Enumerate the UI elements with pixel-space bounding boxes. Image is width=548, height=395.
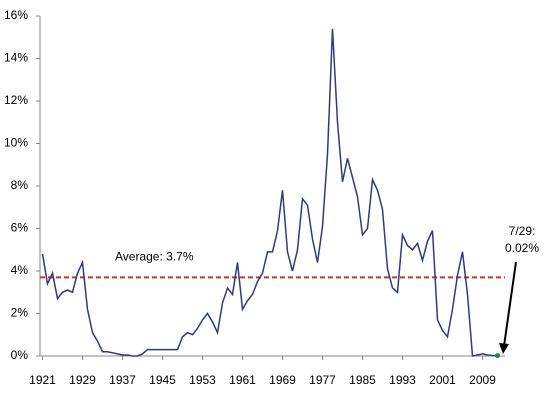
y-tick-label: 14% xyxy=(4,51,28,65)
x-tick-label: 1929 xyxy=(69,373,96,387)
series-line xyxy=(41,28,498,357)
x-tick-label: 1945 xyxy=(149,373,176,387)
x-tick-label: 1953 xyxy=(189,373,216,387)
y-tick-label: 16% xyxy=(4,8,28,22)
y-tick-label: 10% xyxy=(4,136,28,150)
x-tick-label: 1969 xyxy=(269,373,296,387)
y-tick-label: 2% xyxy=(11,306,29,320)
y-tick-label: 8% xyxy=(11,178,29,192)
x-tick-label: 1961 xyxy=(229,373,256,387)
x-tick-label: 2001 xyxy=(429,373,456,387)
x-tick-label: 2009 xyxy=(469,373,496,387)
x-tick-label: 1993 xyxy=(389,373,416,387)
latest-point xyxy=(495,353,500,359)
annotation: 7/29: xyxy=(509,224,536,238)
y-tick-label: 0% xyxy=(11,348,29,362)
y-tick-label: 4% xyxy=(11,263,29,277)
x-tick-label: 1985 xyxy=(349,373,376,387)
x-tick-label: 1977 xyxy=(309,373,336,387)
arrow-head xyxy=(499,343,509,354)
annotation: 0.02% xyxy=(505,241,539,255)
annotation-arrow xyxy=(503,261,517,347)
y-tick-label: 12% xyxy=(4,93,28,107)
average-label: Average: 3.7% xyxy=(115,250,194,264)
x-tick-label: 1937 xyxy=(109,373,136,387)
y-tick-label: 6% xyxy=(11,221,29,235)
x-tick-label: 1921 xyxy=(29,373,56,387)
